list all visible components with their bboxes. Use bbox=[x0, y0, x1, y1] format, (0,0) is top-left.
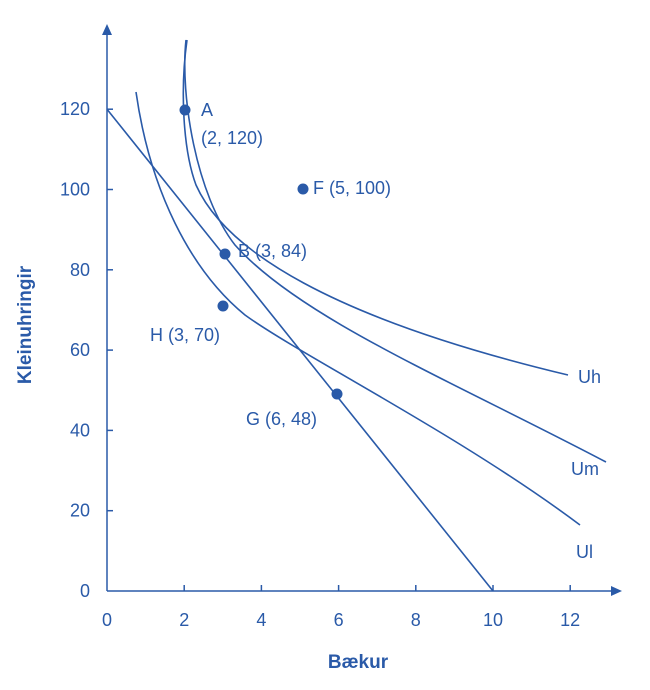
curve-um bbox=[183, 39, 607, 463]
x-axis-arrow bbox=[611, 586, 622, 596]
x-tick-label: 12 bbox=[560, 610, 580, 630]
data-point bbox=[217, 300, 229, 312]
curve-label-um: Um bbox=[571, 459, 599, 479]
x-tick-label: 2 bbox=[179, 610, 189, 630]
data-point bbox=[219, 248, 231, 260]
y-tick-label: 60 bbox=[70, 340, 90, 360]
point-label: B (3, 84) bbox=[238, 241, 307, 261]
curve-uh bbox=[182, 39, 569, 376]
data-point bbox=[179, 104, 191, 116]
x-tick-label: 0 bbox=[102, 610, 112, 630]
data-point bbox=[331, 388, 343, 400]
x-tick-label: 8 bbox=[411, 610, 421, 630]
y-tick-label: 100 bbox=[60, 180, 90, 200]
y-axis-arrow bbox=[102, 24, 112, 35]
point-group: A (2, 120) F (5, 100) B (3, 84) H (3, 70) G (… bbox=[150, 100, 391, 429]
point-label: F (5, 100) bbox=[313, 178, 391, 198]
curve-label-uh: Uh bbox=[578, 367, 601, 387]
x-tick-label: 6 bbox=[334, 610, 344, 630]
y-tick-label: 80 bbox=[70, 260, 90, 280]
point-label: A bbox=[201, 100, 213, 120]
curve-budget bbox=[106, 108, 494, 592]
point-label: G (6, 48) bbox=[246, 409, 317, 429]
curve-group: Uh Um Ul bbox=[106, 39, 607, 592]
y-tick-label: 0 bbox=[80, 581, 90, 601]
x-axis-title: Bækur bbox=[328, 652, 389, 673]
curve-ul bbox=[135, 91, 581, 526]
point-label: H (3, 70) bbox=[150, 325, 220, 345]
y-tick-label: 40 bbox=[70, 420, 90, 440]
curve-label-ul: Ul bbox=[576, 542, 593, 562]
y-axis-title: Kleinuhringir bbox=[15, 265, 36, 384]
data-point bbox=[297, 183, 309, 195]
y-tick-label: 20 bbox=[70, 501, 90, 521]
x-tick-label: 10 bbox=[483, 610, 503, 630]
y-tick-label: 120 bbox=[60, 99, 90, 119]
point-coord-label: (2, 120) bbox=[201, 128, 263, 148]
x-tick-label: 4 bbox=[256, 610, 266, 630]
